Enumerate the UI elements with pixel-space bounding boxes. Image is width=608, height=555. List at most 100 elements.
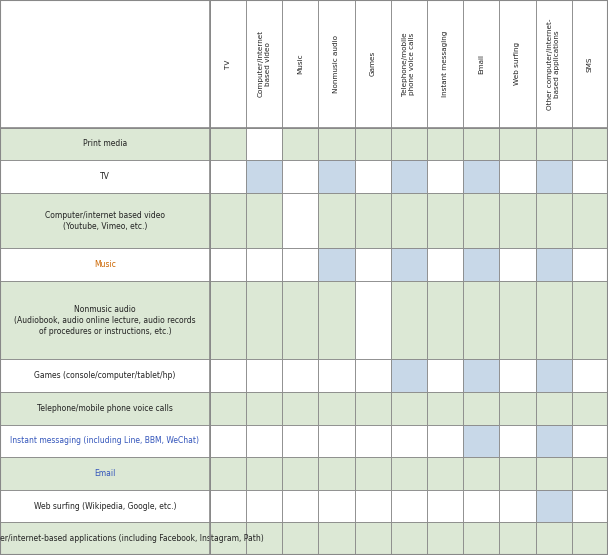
Bar: [354, 359, 391, 392]
Bar: [572, 0, 608, 128]
Bar: [499, 128, 536, 160]
Bar: [499, 160, 536, 193]
Bar: [463, 425, 499, 457]
Bar: [572, 160, 608, 193]
Bar: [0, 281, 210, 359]
Text: TV: TV: [225, 59, 231, 68]
Bar: [282, 392, 319, 425]
Bar: [0, 425, 210, 457]
Bar: [210, 160, 246, 193]
Bar: [0, 160, 210, 193]
Bar: [0, 359, 210, 392]
Bar: [246, 522, 282, 555]
Bar: [427, 490, 463, 522]
Text: Email: Email: [478, 54, 485, 74]
Bar: [391, 522, 427, 555]
Text: Computer/internet based video
(Youtube, Vimeo, etc.): Computer/internet based video (Youtube, …: [45, 210, 165, 231]
Bar: [463, 248, 499, 281]
Bar: [282, 0, 319, 128]
Bar: [536, 425, 572, 457]
Text: Telephone/mobile
phone voice calls: Telephone/mobile phone voice calls: [402, 32, 415, 95]
Bar: [246, 425, 282, 457]
Bar: [463, 128, 499, 160]
Bar: [246, 490, 282, 522]
Bar: [354, 193, 391, 248]
Bar: [391, 425, 427, 457]
Text: Nonmusic audio
(Audiobook, audio online lecture, audio records
of procedures or : Nonmusic audio (Audiobook, audio online …: [14, 305, 196, 336]
Bar: [572, 457, 608, 490]
Bar: [0, 392, 210, 425]
Bar: [282, 248, 319, 281]
Bar: [354, 281, 391, 359]
Bar: [391, 359, 427, 392]
Bar: [210, 128, 246, 160]
Bar: [499, 522, 536, 555]
Bar: [282, 193, 319, 248]
Bar: [210, 193, 246, 248]
Text: Computer/internet
based video: Computer/internet based video: [258, 31, 271, 97]
Bar: [463, 281, 499, 359]
Bar: [572, 522, 608, 555]
Bar: [319, 425, 354, 457]
Bar: [282, 281, 319, 359]
Bar: [246, 392, 282, 425]
Bar: [354, 425, 391, 457]
Bar: [0, 522, 210, 555]
Bar: [246, 359, 282, 392]
Bar: [319, 392, 354, 425]
Bar: [391, 392, 427, 425]
Bar: [572, 425, 608, 457]
Bar: [246, 0, 282, 128]
Bar: [391, 128, 427, 160]
Bar: [572, 281, 608, 359]
Bar: [391, 193, 427, 248]
Bar: [499, 490, 536, 522]
Bar: [427, 281, 463, 359]
Text: Instant messaging: Instant messaging: [442, 31, 448, 97]
Bar: [246, 457, 282, 490]
Bar: [536, 359, 572, 392]
Text: Music: Music: [94, 260, 116, 269]
Bar: [210, 392, 246, 425]
Bar: [427, 359, 463, 392]
Bar: [536, 128, 572, 160]
Bar: [391, 490, 427, 522]
Bar: [210, 0, 246, 128]
Text: Print media: Print media: [83, 139, 127, 148]
Bar: [282, 490, 319, 522]
Bar: [319, 522, 354, 555]
Bar: [463, 160, 499, 193]
Bar: [282, 160, 319, 193]
Bar: [354, 457, 391, 490]
Text: Nonmusic audio: Nonmusic audio: [333, 35, 339, 93]
Bar: [319, 128, 354, 160]
Bar: [427, 193, 463, 248]
Bar: [572, 248, 608, 281]
Bar: [354, 248, 391, 281]
Bar: [246, 128, 282, 160]
Bar: [210, 281, 246, 359]
Bar: [572, 193, 608, 248]
Bar: [536, 160, 572, 193]
Bar: [354, 128, 391, 160]
Bar: [354, 490, 391, 522]
Bar: [427, 160, 463, 193]
Bar: [536, 392, 572, 425]
Bar: [282, 359, 319, 392]
Bar: [0, 193, 210, 248]
Bar: [282, 457, 319, 490]
Bar: [210, 425, 246, 457]
Text: Web surfing: Web surfing: [514, 42, 520, 85]
Bar: [354, 160, 391, 193]
Bar: [536, 248, 572, 281]
Bar: [463, 0, 499, 128]
Bar: [319, 160, 354, 193]
Bar: [246, 193, 282, 248]
Bar: [536, 457, 572, 490]
Bar: [282, 522, 319, 555]
Bar: [536, 490, 572, 522]
Bar: [246, 281, 282, 359]
Bar: [463, 522, 499, 555]
Bar: [0, 490, 210, 522]
Bar: [210, 248, 246, 281]
